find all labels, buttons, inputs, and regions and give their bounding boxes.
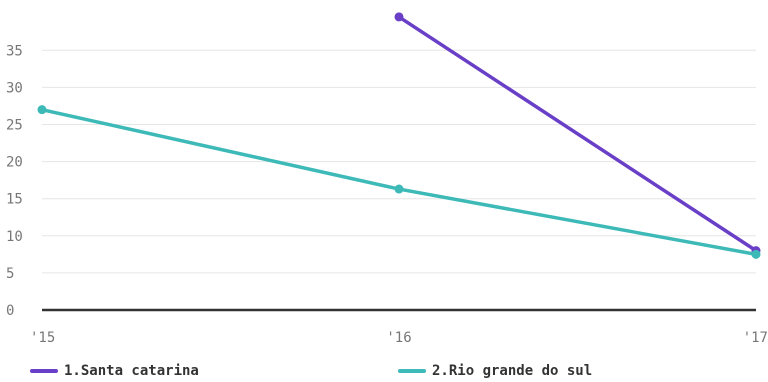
x-tick-0: '15 — [30, 330, 55, 346]
y-tick-5: 5 — [6, 266, 14, 282]
y-tick-10: 10 — [6, 229, 23, 245]
x-tick-2: '17 — [743, 330, 768, 346]
y-tick-35: 35 — [6, 43, 23, 59]
legend-label-rio-grande-do-sul: 2.Rio grande do sul — [432, 363, 593, 379]
series-lines — [40, 15, 758, 257]
gridlines — [42, 49, 756, 274]
y-tick-30: 30 — [6, 80, 23, 96]
x-axis-ticks: '15 '16 '17 — [30, 330, 768, 346]
legend-label-santa-catarina: 1.Santa catarina — [64, 363, 199, 379]
y-axis-ticks: 0 5 10 15 20 25 30 35 — [6, 43, 23, 319]
y-tick-20: 20 — [6, 155, 23, 171]
series-line-1-santa-catarina — [397, 15, 758, 253]
point-2-rio-grande-do-sul-2[interactable] — [751, 249, 761, 259]
point-2-rio-grande-do-sul-0[interactable] — [37, 105, 47, 115]
point-1-santa-catarina-1[interactable] — [394, 12, 404, 22]
legend-item-rio-grande-do-sul[interactable]: 2.Rio grande do sul — [398, 360, 592, 382]
y-tick-0: 0 — [6, 303, 14, 319]
x-tick-1: '16 — [386, 330, 411, 346]
series-points — [37, 12, 761, 259]
legend-swatch-santa-catarina — [30, 369, 58, 373]
y-tick-25: 25 — [6, 118, 23, 134]
point-2-rio-grande-do-sul-1[interactable] — [394, 184, 404, 194]
legend-swatch-rio-grande-do-sul — [398, 369, 426, 373]
legend-item-santa-catarina[interactable]: 1.Santa catarina — [30, 360, 199, 382]
y-tick-15: 15 — [6, 192, 23, 208]
